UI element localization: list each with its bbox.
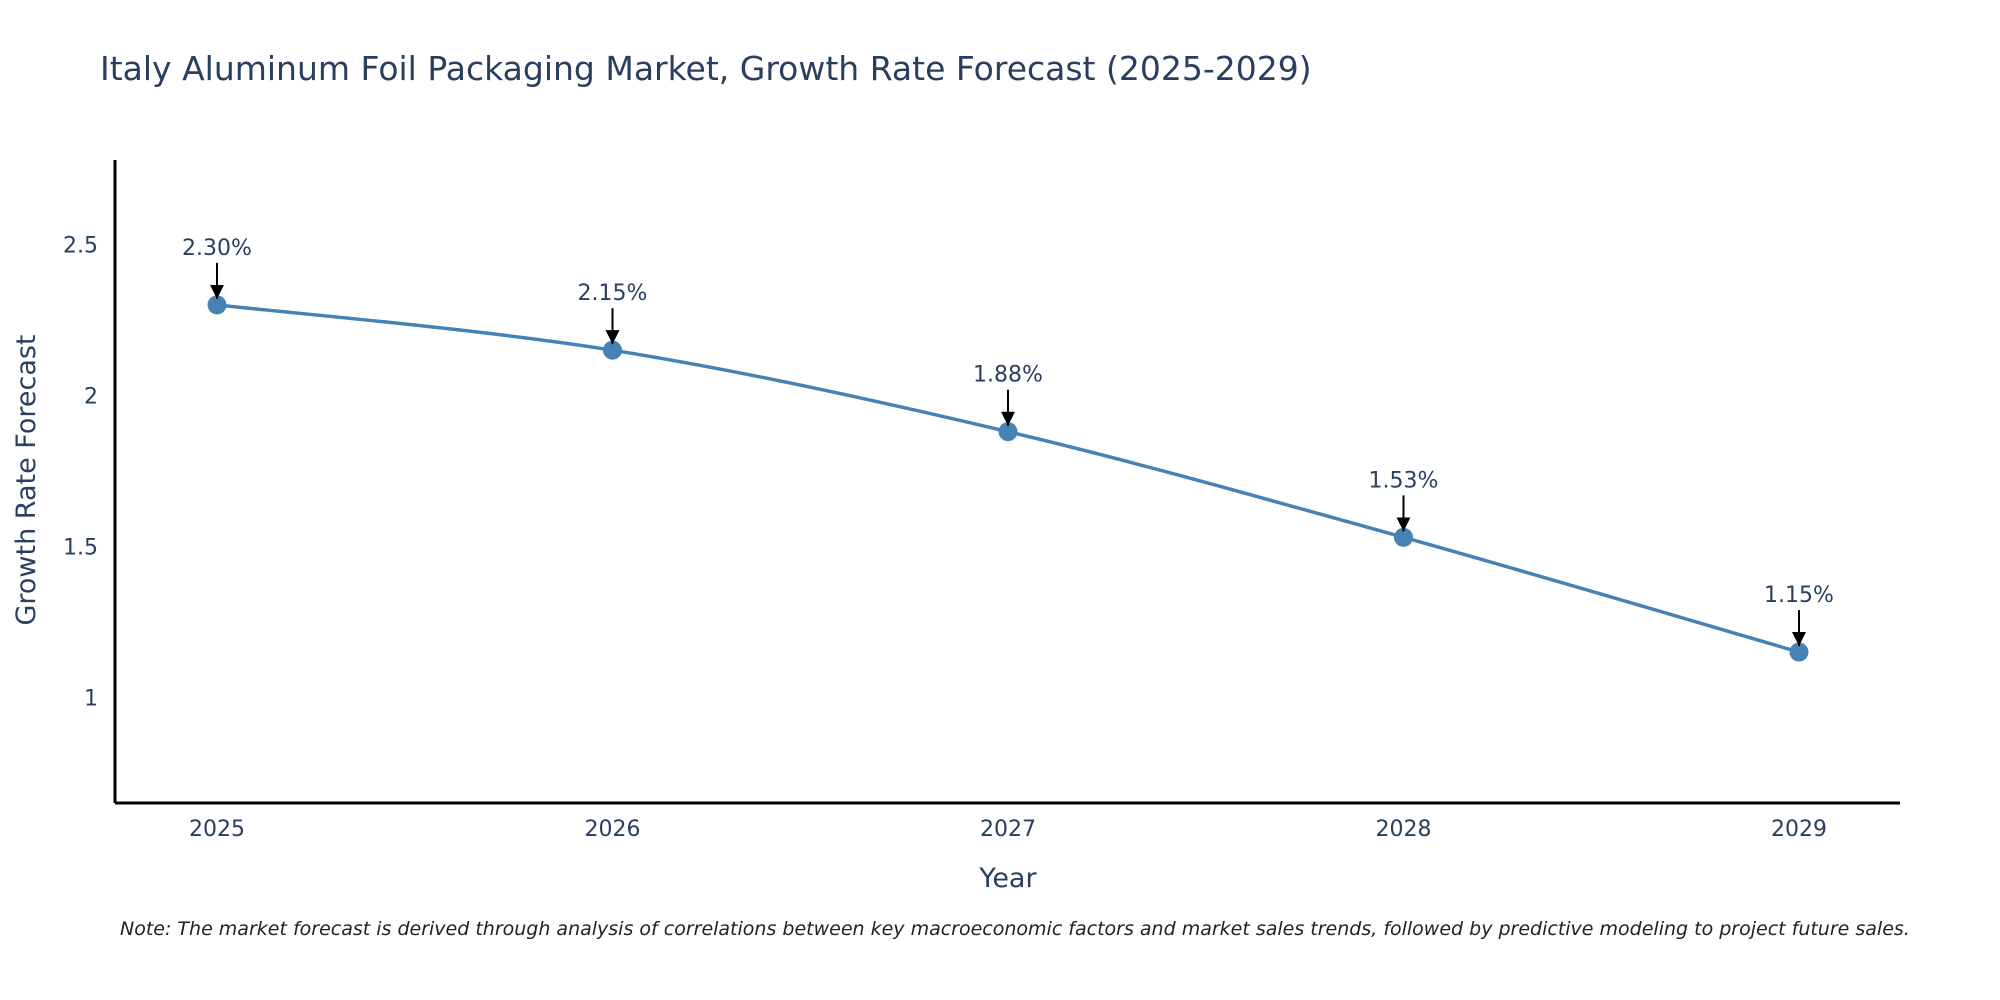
y-tick-label: 2: [84, 384, 98, 409]
data-point-2028: [1394, 527, 1413, 547]
x-tick-label: 2026: [585, 817, 641, 842]
x-tick-label: 2029: [1771, 817, 1827, 842]
y-tick-label: 1.5: [63, 535, 98, 560]
data-point-2026: [603, 340, 622, 360]
x-tick-labels: 2025 2026 2027 2028 2029: [189, 817, 1827, 842]
x-tick-label: 2025: [189, 817, 245, 842]
x-tick-label: 2028: [1376, 817, 1432, 842]
data-label-2026: 2.15%: [578, 281, 648, 306]
x-tick-label: 2027: [980, 817, 1036, 842]
footnote: Note: The market forecast is derived thr…: [120, 918, 1910, 940]
data-point-2025: [207, 295, 227, 315]
series-line: [216, 303, 1800, 654]
plot-area: 2.30% 2.15% 1.88% 1.53% 1.15%: [182, 236, 1834, 662]
y-tick-label: 2.5: [63, 234, 98, 259]
data-label-2028: 1.53%: [1369, 468, 1439, 493]
x-axis-title: Year: [978, 863, 1037, 894]
data-point-2029: [1789, 642, 1809, 662]
data-point-2027: [998, 422, 1018, 442]
y-tick-labels: 1 1.5 2 2.5: [63, 234, 98, 712]
data-label-2029: 1.15%: [1764, 583, 1834, 608]
data-label-2027: 1.88%: [973, 363, 1043, 388]
y-axis-title: Growth Rate Forecast: [11, 334, 42, 625]
data-label-2025: 2.30%: [182, 236, 252, 261]
y-tick-label: 1: [84, 686, 98, 711]
chart-title: Italy Aluminum Foil Packaging Market, Gr…: [100, 49, 1312, 88]
